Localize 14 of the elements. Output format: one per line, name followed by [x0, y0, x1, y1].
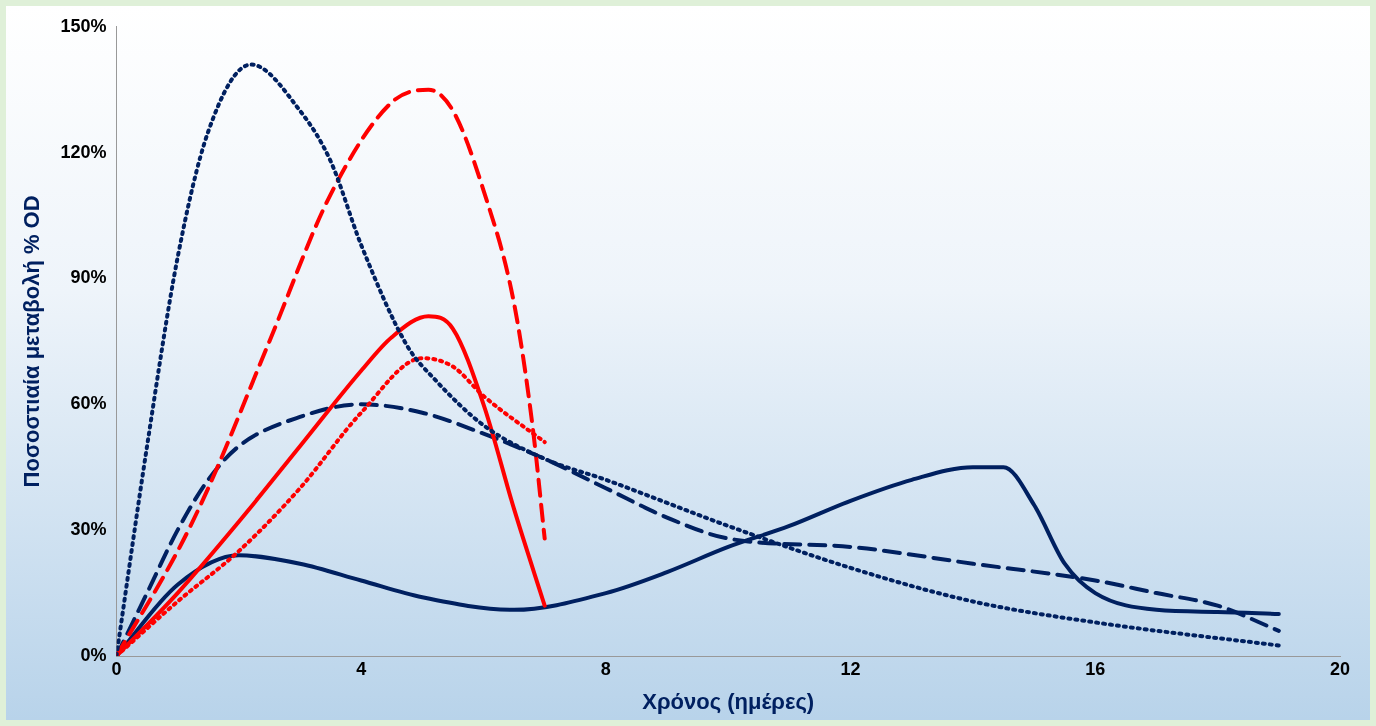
x-tick-label: 0	[111, 658, 122, 679]
y-tick-label: 0%	[80, 644, 107, 665]
x-tick-label: 8	[600, 658, 611, 679]
y-tick-label: 60%	[70, 393, 107, 414]
y-tick-label: 120%	[60, 141, 107, 162]
x-tick-label: 12	[840, 658, 861, 679]
x-tick-label: 20	[1329, 658, 1351, 679]
x-axis-title: Χρόνος (ημέρες)	[642, 688, 815, 714]
y-tick-label: 150%	[60, 15, 107, 36]
x-tick-label: 16	[1085, 658, 1106, 679]
y-tick-label: 90%	[70, 267, 107, 288]
y-tick-label: 30%	[70, 519, 107, 540]
y-axis-title: Ποσοστιαία μεταβολή % OD	[19, 195, 45, 488]
x-tick-label: 4	[356, 658, 367, 679]
